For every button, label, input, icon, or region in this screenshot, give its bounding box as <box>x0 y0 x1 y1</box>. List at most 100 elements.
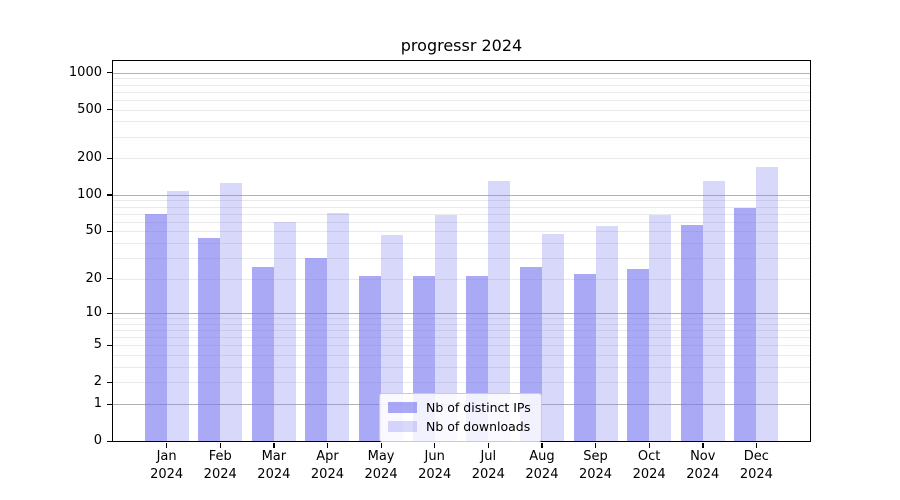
tick-gridline <box>113 109 810 111</box>
y-tick-mark <box>106 381 112 384</box>
x-tick-year: 2024 <box>257 466 291 482</box>
minor-gridline <box>113 213 810 215</box>
y-tick-mark <box>106 230 112 233</box>
legend-swatch-downloads <box>388 421 417 432</box>
x-tick-year: 2024 <box>203 466 237 482</box>
legend: Nb of distinct IPs Nb of downloads <box>379 393 542 442</box>
x-tick-year: 2024 <box>578 466 613 482</box>
x-tick-label: Oct 2024 <box>617 448 681 483</box>
x-tick-year: 2024 <box>525 466 559 482</box>
x-tick-year: 2024 <box>739 466 773 482</box>
x-tick-year: 2024 <box>686 466 720 482</box>
y-tick-label: 2 <box>93 374 102 390</box>
x-tick-year: 2024 <box>364 466 398 482</box>
bar-downloads-mar <box>273 221 296 441</box>
y-tick-mark <box>106 344 112 347</box>
minor-gridline <box>113 121 810 123</box>
y-tick-mark <box>106 109 112 111</box>
x-tick-label: May 2024 <box>349 448 413 483</box>
minor-gridline <box>113 78 810 80</box>
tick-gridline <box>113 278 810 280</box>
x-tick-mark <box>219 442 222 448</box>
x-tick-year: 2024 <box>310 466 344 482</box>
x-tick-mark <box>755 442 758 448</box>
tick-gridline <box>113 345 810 347</box>
y-tick-label: 20 <box>85 270 102 286</box>
bar-downloads-sep <box>595 226 618 441</box>
bar-downloads-may <box>381 234 404 441</box>
bar-distinct-ips-oct <box>627 269 650 441</box>
minor-gridline <box>113 330 810 332</box>
minor-gridline <box>113 200 810 202</box>
x-tick-mark <box>326 442 329 448</box>
bar-downloads-apr <box>327 212 350 441</box>
y-tick-mark <box>106 157 112 160</box>
plot-area <box>113 61 810 441</box>
y-tick-label: 0 <box>93 433 102 448</box>
x-tick-year: 2024 <box>632 466 666 482</box>
legend-swatch-distinct-ips <box>388 402 417 413</box>
y-tick-mark <box>106 403 112 405</box>
minor-gridline <box>113 99 810 101</box>
bar-downloads-jun <box>434 215 457 441</box>
tick-gridline <box>113 382 810 384</box>
x-tick-mark <box>541 442 543 448</box>
major-gridline <box>113 72 810 74</box>
minor-gridline <box>113 91 810 93</box>
minor-gridline <box>113 337 810 339</box>
bar-distinct-ips-feb <box>198 238 221 441</box>
minor-gridline <box>113 206 810 208</box>
y-tick-mark <box>106 440 112 442</box>
bar-distinct-ips-sep <box>573 273 596 441</box>
x-tick-year: 2024 <box>471 466 505 482</box>
y-tick-label: 1000 <box>68 64 102 80</box>
y-tick-label: 10 <box>85 305 102 321</box>
tick-gridline <box>113 231 810 233</box>
x-tick-mark <box>595 442 597 448</box>
y-tick-label: 5 <box>93 337 102 353</box>
minor-gridline <box>113 221 810 223</box>
y-tick-mark <box>106 72 112 74</box>
major-gridline <box>113 194 810 196</box>
y-tick-label: 500 <box>77 101 102 117</box>
x-tick-label: Nov 2024 <box>671 448 735 483</box>
bar-distinct-ips-mar <box>251 267 274 441</box>
y-tick-mark <box>106 312 112 314</box>
bar-distinct-ips-apr <box>305 257 328 441</box>
legend-entry-downloads: Nb of downloads <box>388 417 531 436</box>
tick-gridline <box>113 158 810 160</box>
bar-downloads-aug <box>541 233 564 441</box>
x-tick-mark <box>273 442 275 448</box>
bar-distinct-ips-dec <box>734 208 757 441</box>
minor-gridline <box>113 355 810 357</box>
y-tick-label: 50 <box>85 223 102 239</box>
y-tick-label: 100 <box>77 186 102 202</box>
x-tick-label: Sep 2024 <box>564 448 628 483</box>
x-tick-label: Feb 2024 <box>188 448 252 483</box>
x-tick-label: Aug 2024 <box>510 448 574 483</box>
y-tick-mark <box>106 194 112 196</box>
legend-label-distinct-ips: Nb of distinct IPs <box>426 400 531 415</box>
bar-downloads-jan <box>166 191 189 441</box>
x-tick-label: Jun 2024 <box>403 448 467 483</box>
minor-gridline <box>113 136 810 138</box>
x-tick-label: Dec 2024 <box>724 448 788 483</box>
bar-downloads-oct <box>649 215 672 441</box>
y-tick-mark <box>106 278 112 280</box>
x-tick-mark <box>487 442 490 448</box>
bar-distinct-ips-may <box>359 276 382 441</box>
x-tick-mark <box>380 442 382 448</box>
legend-label-downloads: Nb of downloads <box>426 419 531 434</box>
major-gridline <box>113 313 810 315</box>
y-tick-label: 1 <box>93 396 102 412</box>
x-tick-mark <box>702 442 704 448</box>
bar-downloads-feb <box>220 183 243 441</box>
bar-distinct-ips-jan <box>144 213 167 441</box>
minor-gridline <box>113 84 810 86</box>
x-tick-mark <box>434 442 436 448</box>
x-tick-label: Apr 2024 <box>295 448 359 483</box>
bar-downloads-dec <box>756 166 779 441</box>
x-tick-mark <box>648 442 650 448</box>
bar-distinct-ips-nov <box>680 224 703 441</box>
